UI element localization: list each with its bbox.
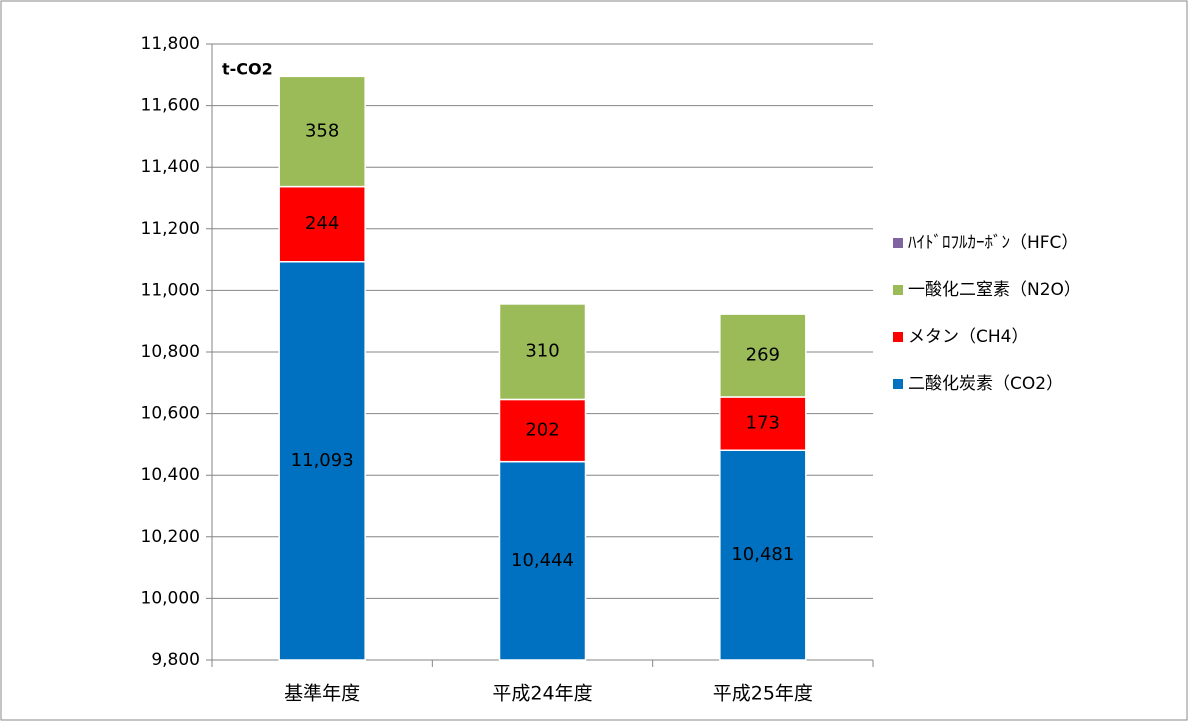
bar-segment (498, 303, 587, 401)
data-label: 10,444 (511, 550, 574, 571)
y-tick-label: 10,600 (141, 404, 200, 424)
bar-segment (719, 313, 807, 398)
unit-annotation: t-CO2 (222, 60, 273, 79)
legend-swatch (893, 285, 903, 295)
data-label: 358 (305, 120, 339, 141)
x-tick-label: 基準年度 (284, 683, 360, 705)
data-label: 244 (305, 213, 339, 234)
y-tick-label: 11,400 (141, 157, 200, 177)
legend-label: 一酸化二窒素（N2O） (908, 280, 1081, 300)
y-tick-label: 10,000 (141, 588, 200, 608)
data-label: 310 (525, 341, 559, 362)
data-label: 202 (525, 420, 559, 441)
y-tick-label: 10,400 (141, 465, 200, 485)
bar-segment (498, 398, 587, 463)
y-tick-label: 11,800 (141, 34, 200, 54)
data-label: 173 (746, 413, 780, 434)
bar-segment (719, 449, 807, 661)
x-tick-label: 平成25年度 (713, 683, 813, 705)
bar-segment (278, 261, 366, 661)
legend-swatch (893, 379, 903, 389)
bar-segment (719, 396, 807, 452)
bar-segment (278, 185, 366, 263)
legend-label: メタン（CH4） (908, 327, 1028, 347)
legend-label: 二酸化炭素（CO2） (908, 374, 1063, 394)
y-tick-label: 9,800 (151, 650, 200, 670)
data-label: 11,093 (291, 450, 354, 471)
data-label: 269 (746, 345, 780, 366)
y-tick-label: 11,600 (141, 96, 200, 116)
x-tick-label: 平成24年度 (492, 683, 592, 705)
y-tick-label: 10,800 (141, 342, 200, 362)
legend-swatch (893, 238, 903, 248)
y-tick-label: 10,200 (141, 527, 200, 547)
bar-segment (498, 460, 587, 661)
data-label: 10,481 (731, 544, 794, 565)
y-tick-label: 11,200 (141, 219, 200, 239)
legend-label: ﾊｲﾄﾞﾛﾌﾙｶｰﾎﾞﾝ（HFC） (908, 233, 1078, 253)
bar-segment (278, 75, 366, 188)
legend-swatch (893, 332, 903, 342)
y-tick-label: 11,000 (141, 280, 200, 300)
